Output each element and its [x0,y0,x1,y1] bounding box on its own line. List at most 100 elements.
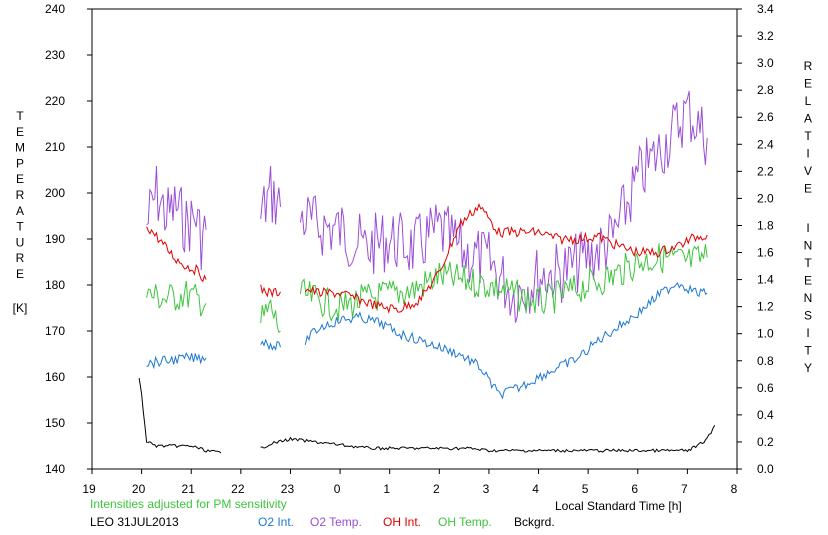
x-tick-label: 7 [681,482,688,496]
legend-item: OH Int. [383,515,421,529]
x-tick-label: 8 [731,482,738,496]
y-left-tick-label: 200 [45,186,65,200]
y-right-tick-label: 1.4 [757,273,774,287]
y-right-tick-label: 0.4 [757,408,774,422]
x-tick-label: 2 [433,482,440,496]
y-left-tick-label: 220 [45,94,65,108]
right-axis-label-letter: Y [804,361,812,375]
series-line-oh-temp [299,243,708,322]
y-left-tick-label: 170 [45,324,65,338]
x-tick-label: 22 [231,482,245,496]
y-right-tick-label: 1.0 [757,327,774,341]
series-line-bckgrd [138,378,222,454]
legend-item: O2 Temp. [310,515,362,529]
left-axis-label-letter: U [16,235,25,249]
legend-item: Bckgrd. [514,515,555,529]
y-left-tick-label: 140 [45,462,65,476]
x-tick-label: 19 [82,482,96,496]
right-axis-label-letter: T [804,256,812,270]
x-tick-label: 20 [132,482,146,496]
right-axis-label-letter: N [804,239,813,253]
y-left-tick-label: 240 [45,2,65,16]
left-axis-label-letter: R [16,188,25,202]
y-right-tick-label: 0.2 [757,435,774,449]
series-line-o2-int [304,282,708,400]
left-axis-label-letter: T [16,109,24,123]
right-axis-label-letter: I [806,221,809,235]
series-line-oh-temp [260,299,281,334]
right-axis-label-letter: E [804,77,812,91]
right-axis-label-letter: I [806,147,809,161]
y-left-tick-label: 230 [45,48,65,62]
y-left-tick-label: 190 [45,232,65,246]
legend-item: OH Temp. [438,515,492,529]
series-line-oh-temp [146,280,207,317]
series-line-o2-temp [260,166,281,225]
series-line-bckgrd [260,425,716,454]
left-axis-label-letter: A [16,204,24,218]
x-tick-label: 4 [532,482,539,496]
legend-item: O2 Int. [258,515,294,529]
right-axis-label-letter: T [804,344,812,358]
y-right-tick-label: 2.4 [757,137,774,151]
y-right-tick-label: 0.8 [757,354,774,368]
y-right-tick-label: 1.6 [757,246,774,260]
y-right-tick-label: 0.0 [757,462,774,476]
ticks-layer: 19 20 21 22 23 0 1 2 3 4 5 6 7 8240230220210200190180… [45,2,774,496]
x-tick-label: 0 [334,482,341,496]
y-left-tick-label: 150 [45,416,65,430]
series-line-o2-temp [146,165,207,271]
right-axis-label-letter: S [804,309,812,323]
y-right-tick-label: 1.8 [757,218,774,232]
x-tick-label: 5 [582,482,589,496]
series-line-o2-temp [299,90,708,323]
series-line-oh-int [260,284,281,298]
left-axis-label-letter: E [16,125,24,139]
y-right-tick-label: 3.0 [757,56,774,70]
series-line-o2-int [260,338,281,351]
right-axis-label-letter: I [806,326,809,340]
left-axis-label-letter: R [16,251,25,265]
right-axis-label-letter: R [804,59,813,73]
series-line-oh-int [304,202,708,314]
right-axis-label-letter: E [804,274,812,288]
y-right-tick-label: 1.2 [757,300,774,314]
right-axis-label-letter: E [804,182,812,196]
x-tick-label: 1 [383,482,390,496]
sensitivity-note: Intensities adjusted for PM sensitivity [90,497,287,511]
x-tick-label: 23 [281,482,295,496]
series-layer [138,90,716,454]
x-axis-label: Local Standard Time [h] [555,499,682,513]
y-right-tick-label: 3.2 [757,29,774,43]
legend: O2 Int. O2 Temp. OH Int. OH Temp. Bckgrd. [258,515,555,529]
station-date: LEO 31JUL2013 [90,515,179,529]
x-tick-label: 21 [182,482,196,496]
right-axis-label-letter: A [804,112,812,126]
y-left-tick-label: 210 [45,140,65,154]
series-line-o2-int [146,351,207,370]
left-axis-label-letter: M [15,141,25,155]
right-axis-label-letter: L [805,94,812,108]
y-left-tick-label: 180 [45,278,65,292]
y-right-tick-label: 2.6 [757,110,774,124]
y-right-tick-label: 0.6 [757,381,774,395]
left-axis-label-letter: E [16,172,24,186]
x-tick-label: 6 [631,482,638,496]
y-right-tick-label: 2.0 [757,191,774,205]
left-axis-unit: [K] [13,301,28,315]
left-axis-label-letter: T [16,220,24,234]
right-axis-label-letter: V [804,164,812,178]
left-axis-label-letter: P [16,156,24,170]
right-axis-label-letter: N [804,291,813,305]
y-right-tick-label: 3.4 [757,2,774,16]
series-line-oh-int [146,226,207,283]
y-right-tick-label: 2.8 [757,83,774,97]
right-axis-label-letter: T [804,129,812,143]
y-left-tick-label: 160 [45,370,65,384]
y-right-tick-label: 2.2 [757,164,774,178]
left-axis-label-letter: E [16,267,24,281]
x-tick-label: 3 [483,482,490,496]
